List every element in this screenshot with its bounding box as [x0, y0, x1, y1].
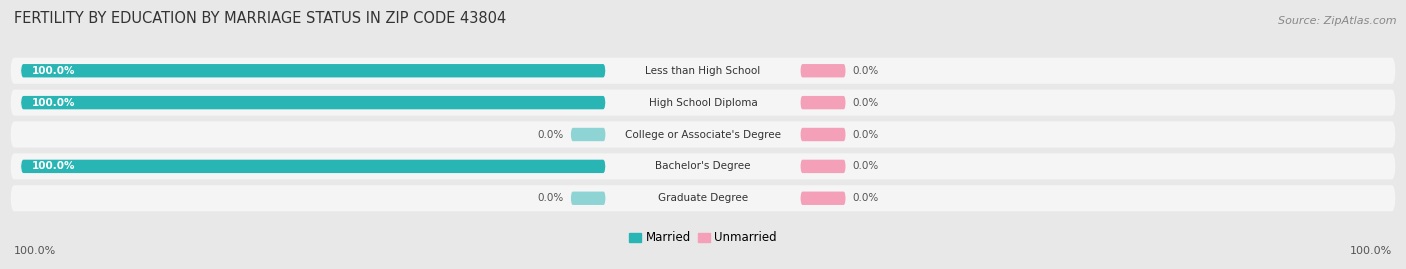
- Text: 0.0%: 0.0%: [852, 129, 879, 140]
- Text: College or Associate's Degree: College or Associate's Degree: [626, 129, 780, 140]
- Text: 100.0%: 100.0%: [31, 98, 75, 108]
- FancyBboxPatch shape: [21, 64, 606, 77]
- FancyBboxPatch shape: [800, 160, 845, 173]
- Text: 100.0%: 100.0%: [31, 161, 75, 171]
- Text: Bachelor's Degree: Bachelor's Degree: [655, 161, 751, 171]
- FancyBboxPatch shape: [800, 64, 845, 77]
- Text: 0.0%: 0.0%: [852, 161, 879, 171]
- FancyBboxPatch shape: [10, 153, 1396, 179]
- FancyBboxPatch shape: [800, 96, 845, 109]
- FancyBboxPatch shape: [800, 192, 845, 205]
- FancyBboxPatch shape: [21, 96, 606, 109]
- Text: High School Diploma: High School Diploma: [648, 98, 758, 108]
- Text: 100.0%: 100.0%: [31, 66, 75, 76]
- Text: 0.0%: 0.0%: [852, 66, 879, 76]
- FancyBboxPatch shape: [571, 192, 606, 205]
- Text: 0.0%: 0.0%: [537, 193, 564, 203]
- Text: 100.0%: 100.0%: [1350, 246, 1392, 256]
- FancyBboxPatch shape: [10, 58, 1396, 84]
- Text: 100.0%: 100.0%: [14, 246, 56, 256]
- FancyBboxPatch shape: [800, 128, 845, 141]
- Text: 0.0%: 0.0%: [537, 129, 564, 140]
- FancyBboxPatch shape: [571, 128, 606, 141]
- Legend: Married, Unmarried: Married, Unmarried: [624, 227, 782, 249]
- FancyBboxPatch shape: [10, 185, 1396, 211]
- Text: Graduate Degree: Graduate Degree: [658, 193, 748, 203]
- Text: FERTILITY BY EDUCATION BY MARRIAGE STATUS IN ZIP CODE 43804: FERTILITY BY EDUCATION BY MARRIAGE STATU…: [14, 11, 506, 26]
- Text: Source: ZipAtlas.com: Source: ZipAtlas.com: [1278, 16, 1396, 26]
- FancyBboxPatch shape: [10, 121, 1396, 148]
- FancyBboxPatch shape: [21, 160, 606, 173]
- Text: 0.0%: 0.0%: [852, 193, 879, 203]
- FancyBboxPatch shape: [10, 90, 1396, 116]
- Text: Less than High School: Less than High School: [645, 66, 761, 76]
- Text: 0.0%: 0.0%: [852, 98, 879, 108]
